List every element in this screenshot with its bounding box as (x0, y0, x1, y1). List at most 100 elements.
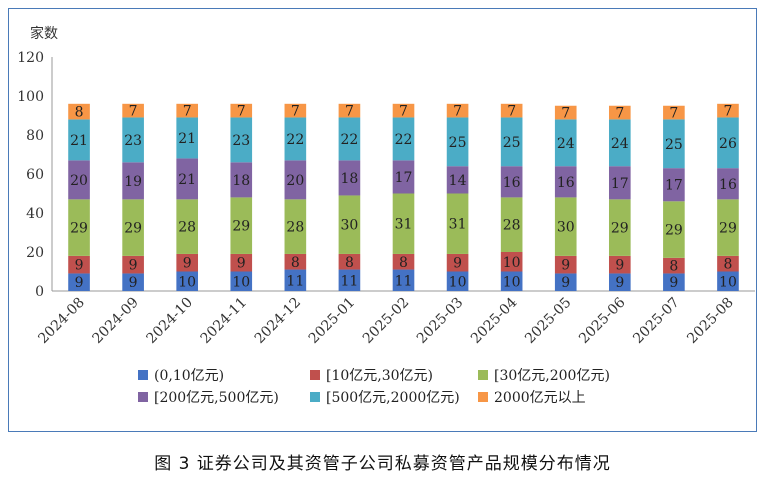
bar-segment (392, 117, 415, 161)
x-tick-label: 2025-08 (684, 295, 736, 347)
bar-segment (230, 117, 253, 163)
bar-segment (446, 103, 469, 118)
x-tick-label: 2025-07 (630, 295, 682, 347)
data-label: 10 (719, 274, 737, 290)
data-label: 8 (399, 255, 408, 271)
legend-swatch (138, 392, 148, 402)
data-label: 9 (183, 256, 192, 272)
data-label: 10 (503, 255, 521, 271)
x-tick-label: 2024-10 (144, 295, 196, 347)
bar-segment (230, 271, 253, 291)
bar-segment (68, 103, 90, 120)
bar-segment (122, 103, 144, 118)
bar-segment (338, 253, 361, 270)
data-label: 9 (561, 275, 570, 291)
data-label: 29 (124, 221, 142, 237)
data-label: 7 (129, 104, 138, 120)
bar-segment (717, 271, 739, 291)
bar-segment (284, 199, 307, 254)
bar-segment (338, 195, 361, 254)
y-tick-label: 20 (26, 245, 44, 261)
bar-segment (176, 271, 199, 291)
bar-segment (392, 160, 415, 194)
data-label: 11 (395, 273, 413, 289)
bar-segment (338, 160, 361, 196)
data-label: 22 (341, 132, 359, 148)
bar-segment (663, 119, 685, 169)
bar-segment (554, 273, 577, 291)
data-label: 9 (615, 258, 624, 274)
bar-segment (554, 197, 577, 256)
bar-segment (446, 253, 469, 272)
bar-segment (663, 201, 685, 258)
data-label: 28 (178, 220, 196, 236)
data-label: 9 (75, 258, 84, 274)
bar-segment (122, 162, 144, 200)
data-label: 30 (341, 218, 359, 234)
data-label: 25 (503, 135, 521, 151)
data-label: 28 (503, 218, 521, 234)
y-tick-label: 0 (35, 284, 44, 300)
bar-segment (717, 199, 739, 256)
data-label: 14 (449, 173, 467, 189)
data-label: 17 (665, 178, 683, 194)
data-label: 20 (70, 173, 88, 189)
bar-segment (717, 103, 739, 118)
bar-segment (284, 117, 307, 161)
bar-segment (554, 105, 577, 120)
bar-segment (608, 255, 631, 274)
bar-segment (338, 117, 361, 161)
data-label: 8 (345, 255, 354, 271)
data-label: 29 (232, 219, 250, 235)
data-label: 29 (719, 221, 737, 237)
data-label: 9 (129, 275, 138, 291)
legend-swatch (138, 370, 148, 380)
bar-segment (608, 105, 631, 120)
bar-segment (554, 166, 577, 198)
bar-segment (284, 253, 307, 270)
data-label: 31 (449, 217, 467, 233)
data-label: 9 (615, 275, 624, 291)
data-label: 19 (124, 174, 142, 190)
data-label: 21 (178, 172, 196, 188)
bar-segment (338, 269, 361, 291)
data-label: 22 (286, 132, 304, 148)
data-label: 17 (395, 170, 413, 186)
data-label: 10 (449, 274, 467, 290)
data-label: 9 (453, 256, 462, 272)
data-label: 7 (291, 104, 300, 120)
stacked-bar-chart: 家数0204060801001209929202182024-089929192… (17, 25, 755, 406)
x-tick-label: 2025-01 (306, 295, 358, 347)
bar-segment (68, 255, 90, 274)
bar-segment (500, 117, 523, 167)
legend-swatch (310, 370, 320, 380)
bar-segment (68, 273, 90, 291)
data-label: 9 (129, 258, 138, 274)
bar-segment (284, 103, 307, 118)
bar-segment (230, 197, 253, 254)
y-tick-label: 120 (17, 50, 44, 66)
bar-segment (608, 199, 631, 256)
data-label: 18 (232, 173, 250, 189)
bar-segment (446, 117, 469, 167)
data-label: 21 (70, 133, 88, 149)
data-label: 26 (719, 136, 737, 152)
bar-segment (608, 119, 631, 167)
bar-segment (122, 199, 144, 256)
bar-segment (392, 103, 415, 118)
data-label: 29 (665, 223, 683, 239)
bar-segment (176, 117, 199, 159)
x-tick-label: 2024-08 (35, 295, 87, 347)
data-label: 24 (611, 136, 629, 152)
bar-segment (500, 252, 523, 272)
bar-segment (176, 253, 199, 272)
data-label: 29 (611, 221, 629, 237)
data-label: 7 (615, 106, 624, 122)
data-label: 25 (449, 135, 467, 151)
data-label: 16 (557, 175, 575, 191)
bar-segment (392, 269, 415, 291)
bar-segment (176, 199, 199, 254)
data-label: 31 (395, 217, 413, 233)
data-label: 22 (395, 132, 413, 148)
y-tick-label: 80 (26, 128, 44, 144)
